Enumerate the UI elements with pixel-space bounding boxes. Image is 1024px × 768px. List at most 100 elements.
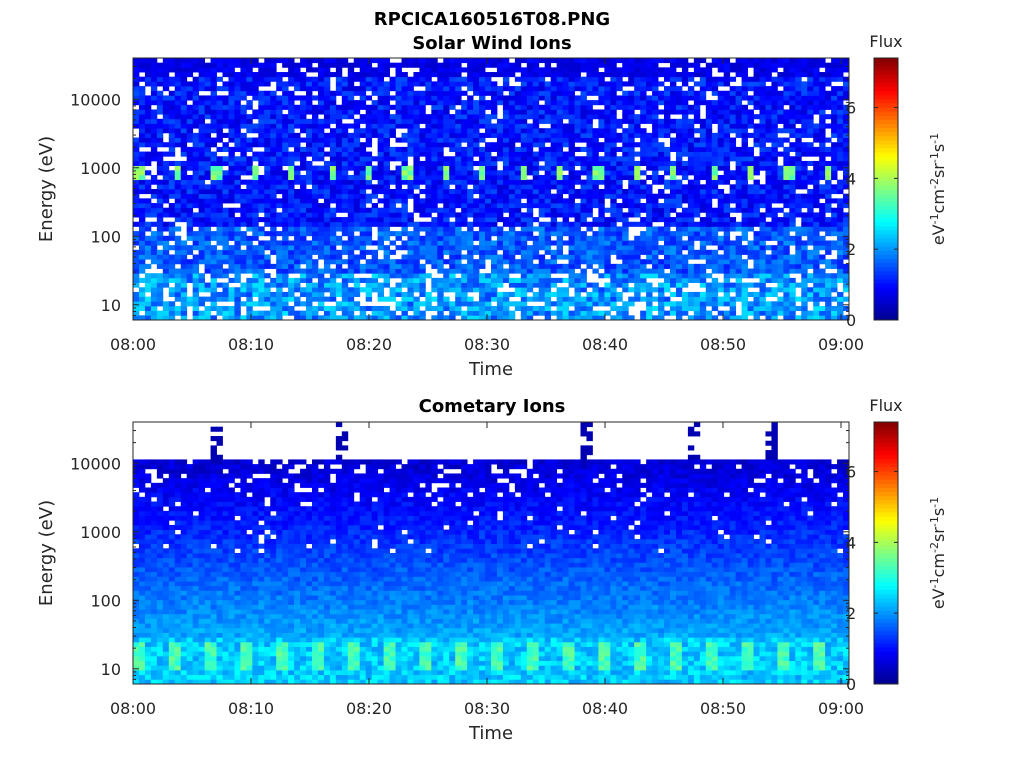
heatmap-cell <box>335 301 343 307</box>
heatmap-cell <box>186 146 194 152</box>
heatmap-cell <box>699 263 707 269</box>
heatmap-cell <box>329 151 337 157</box>
heatmap-cell <box>693 174 701 181</box>
heatmap-cell <box>198 142 205 148</box>
heatmap-cell <box>664 118 671 124</box>
heatmap-cell <box>646 315 653 321</box>
heatmap-cell <box>699 95 707 101</box>
heatmap-cell <box>705 137 713 143</box>
heatmap-cell <box>646 291 653 298</box>
heatmap-cell <box>252 142 259 148</box>
heatmap-cell <box>526 193 534 199</box>
heatmap-cell <box>586 174 593 181</box>
heatmap-cell <box>640 268 647 274</box>
heatmap-cell <box>395 245 402 251</box>
heatmap-cell <box>407 277 414 283</box>
heatmap-cell <box>288 160 295 167</box>
heatmap-cell <box>443 226 450 232</box>
heatmap-cell <box>300 221 307 227</box>
heatmap-cell <box>246 72 253 78</box>
heatmap-cell <box>306 179 313 185</box>
heatmap-cell <box>473 104 480 110</box>
heatmap-cell <box>359 90 367 96</box>
heatmap-cell <box>210 128 217 134</box>
heatmap-cell <box>526 165 534 171</box>
heatmap-cell <box>186 193 194 199</box>
heatmap-cell <box>270 226 277 232</box>
heatmap-cell <box>258 249 265 255</box>
heatmap-cell <box>568 104 575 110</box>
heatmap-cell <box>532 104 540 110</box>
heatmap-cell <box>699 273 707 279</box>
heatmap-cell <box>138 67 146 73</box>
heatmap-cell <box>240 95 247 101</box>
heatmap-cell <box>687 273 695 279</box>
heatmap-cell <box>353 109 361 115</box>
heatmap-cell <box>586 86 593 92</box>
heatmap-cell <box>365 207 373 213</box>
heatmap-cell <box>222 235 229 241</box>
heatmap-cell <box>437 305 444 312</box>
heatmap-cell <box>580 132 587 138</box>
heatmap-cell <box>288 184 295 190</box>
heatmap-cell <box>508 142 516 148</box>
heatmap-cell <box>753 310 760 316</box>
heatmap-cell <box>681 170 689 176</box>
heatmap-cell <box>610 109 617 115</box>
heatmap-cell <box>204 128 211 134</box>
heatmap-cell <box>192 184 200 190</box>
heatmap-cell <box>616 86 623 92</box>
heatmap-cell <box>156 189 164 195</box>
heatmap-cell <box>735 296 742 302</box>
heatmap-cell <box>192 174 200 181</box>
heatmap-cell <box>312 263 319 269</box>
heatmap-cell <box>234 58 241 64</box>
heatmap-cell <box>162 207 170 213</box>
figure-title: RPCICA160516T08.PNG <box>374 9 610 30</box>
heatmap-cell <box>598 142 605 148</box>
heatmap-cell <box>389 76 396 82</box>
heatmap-cell <box>192 151 200 157</box>
heatmap-cell <box>735 259 742 265</box>
heatmap-cell <box>747 212 754 218</box>
heatmap-cell <box>693 226 701 232</box>
heatmap-cell <box>467 287 474 293</box>
heatmap-cell <box>353 203 361 209</box>
heatmap-cell <box>431 277 438 283</box>
heatmap-cell <box>323 268 331 274</box>
heatmap-cell <box>735 198 742 204</box>
heatmap-cell <box>162 109 170 115</box>
heatmap-cell <box>562 277 569 283</box>
heatmap-cell <box>198 287 205 293</box>
heatmap-cell <box>628 268 635 274</box>
heatmap-cell <box>652 100 659 106</box>
heatmap-cell <box>395 212 402 218</box>
heatmap-cell <box>485 114 492 120</box>
heatmap-cell <box>222 268 229 274</box>
heatmap-cell <box>508 151 516 157</box>
heatmap-cell <box>670 109 677 115</box>
heatmap-cell <box>138 254 146 260</box>
heatmap-cell <box>496 58 504 64</box>
heatmap-cell <box>317 193 325 199</box>
heatmap-cell <box>168 170 176 176</box>
heatmap-cell <box>658 231 665 237</box>
heatmap-cell <box>455 296 462 302</box>
heatmap-cell <box>711 193 719 199</box>
heatmap-cell <box>586 160 593 167</box>
heatmap-cell <box>133 86 140 92</box>
heatmap-cell <box>180 291 188 298</box>
heatmap-cell <box>359 160 367 167</box>
heatmap-cell <box>228 174 235 181</box>
heatmap-cell <box>198 114 205 120</box>
heatmap-cell <box>264 100 271 106</box>
heatmap-cell <box>168 245 176 251</box>
heatmap-cell <box>687 226 695 232</box>
heatmap-cell <box>455 203 462 209</box>
heatmap-cell <box>252 315 259 321</box>
heatmap-cell <box>586 291 593 298</box>
heatmap-cell <box>664 249 671 255</box>
heatmap-cell <box>634 90 641 96</box>
heatmap-cell <box>240 217 247 223</box>
heatmap-cell <box>365 81 373 87</box>
